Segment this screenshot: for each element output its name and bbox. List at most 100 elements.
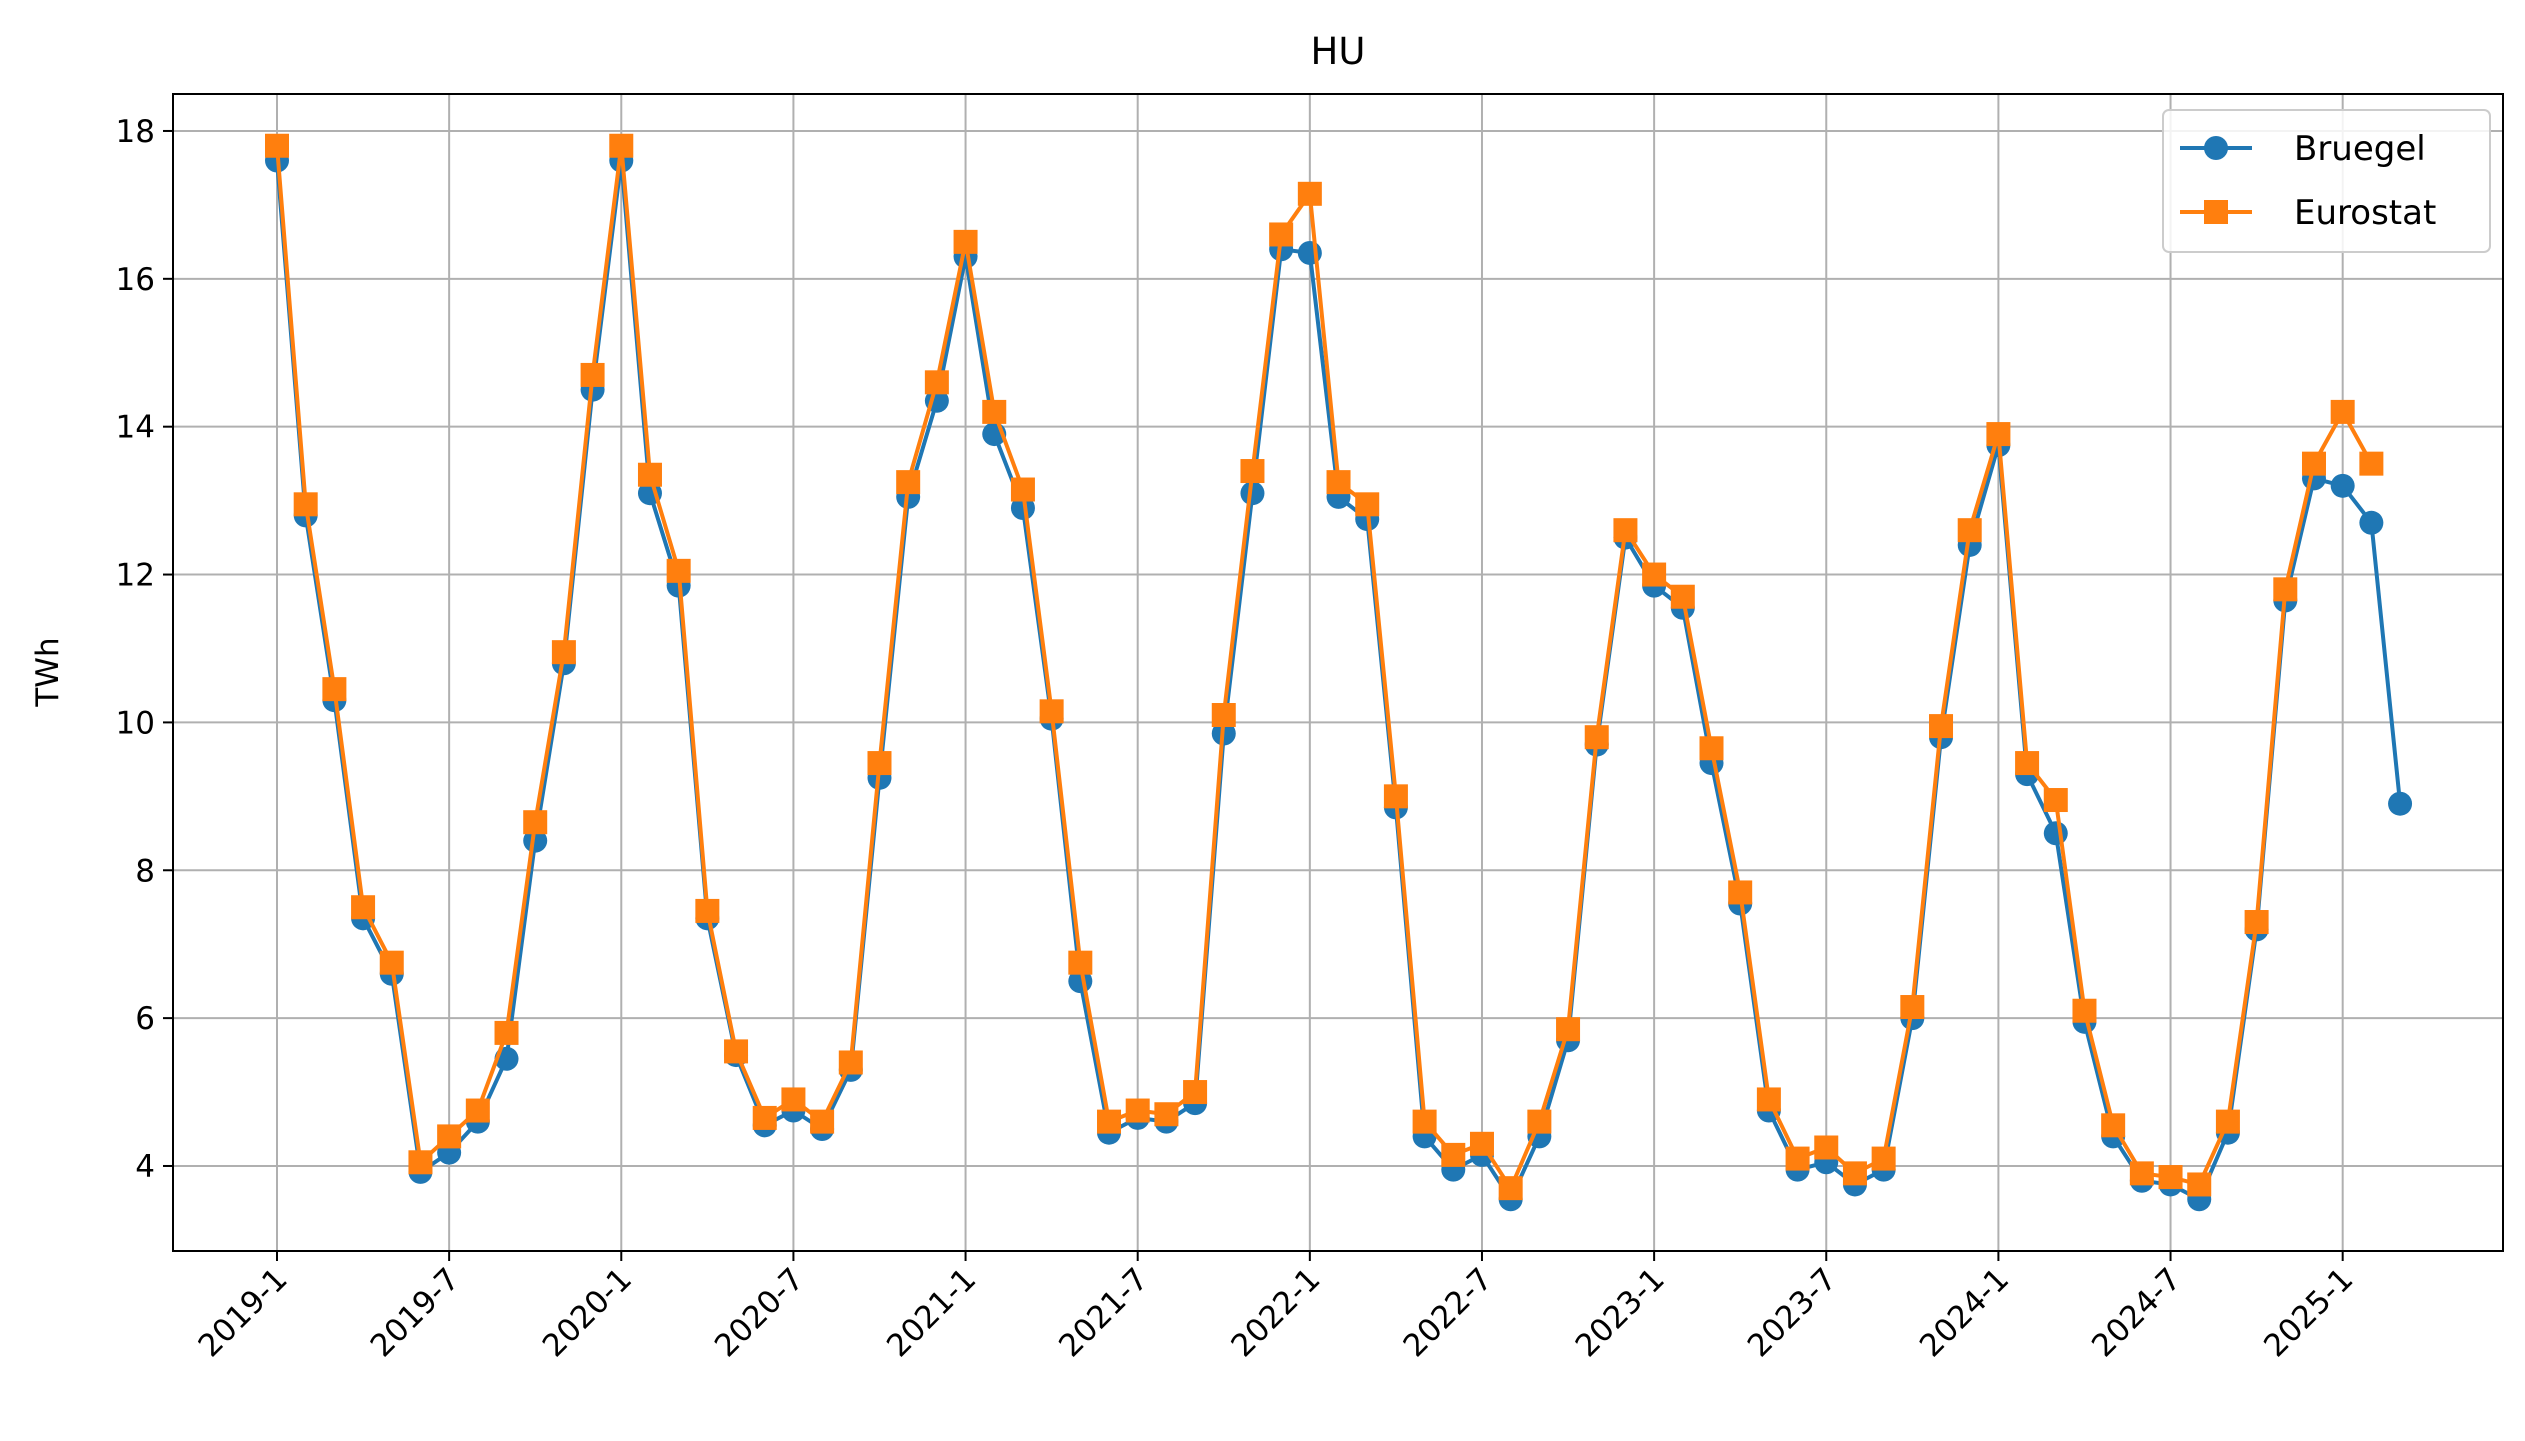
- y-tick-label: 8: [135, 853, 155, 889]
- data-point: [351, 895, 376, 920]
- series-line-eurostat: [275, 143, 2374, 1191]
- data-point: [1183, 1080, 1208, 1105]
- data-point: [1441, 1142, 1466, 1167]
- series-eurostat: [265, 133, 2384, 1201]
- data-point: [637, 462, 662, 487]
- data-point: [924, 370, 949, 395]
- data-point: [838, 1050, 863, 1075]
- data-point: [1957, 518, 1982, 543]
- legend: Bruegel Eurostat: [2162, 109, 2491, 253]
- data-point: [1010, 496, 1035, 521]
- data-point: [523, 828, 548, 853]
- data-point: [666, 558, 691, 583]
- data-point: [2129, 1161, 2154, 1186]
- y-tick-label: 4: [135, 1149, 155, 1185]
- y-tick-label: 6: [135, 1001, 155, 1037]
- data-point: [1986, 422, 2011, 447]
- data-point: [1900, 995, 1925, 1020]
- data-point: [867, 751, 892, 776]
- data-point: [724, 1039, 749, 1064]
- data-point: [379, 950, 404, 975]
- data-point: [408, 1150, 433, 1175]
- data-point: [1756, 1087, 1781, 1112]
- legend-marker: [2204, 200, 2228, 224]
- data-point: [2273, 577, 2298, 602]
- y-tick-label: 16: [116, 262, 155, 298]
- data-point: [1871, 1146, 1896, 1171]
- data-point: [1211, 703, 1236, 728]
- data-point: [2359, 510, 2384, 535]
- data-point: [896, 470, 921, 495]
- data-point: [2072, 998, 2097, 1023]
- legend-label: Eurostat: [2294, 193, 2436, 233]
- data-point: [551, 640, 576, 665]
- data-point: [810, 1109, 835, 1134]
- data-point: [580, 362, 605, 387]
- data-point: [1498, 1176, 1523, 1201]
- data-point: [2101, 1113, 2126, 1138]
- data-point: [1010, 477, 1035, 502]
- data-point: [2015, 751, 2040, 776]
- data-point: [293, 492, 318, 517]
- data-point: [2158, 1165, 2183, 1190]
- data-point: [1240, 481, 1265, 506]
- data-point: [2330, 473, 2355, 498]
- legend-box: [2162, 109, 2491, 253]
- y-tick-label: 10: [116, 705, 155, 741]
- data-point: [322, 677, 347, 702]
- data-point: [2187, 1172, 2212, 1197]
- data-point: [752, 1105, 777, 1130]
- data-point: [1584, 725, 1609, 750]
- data-point: [2043, 788, 2068, 813]
- data-point: [1383, 784, 1408, 809]
- data-point: [953, 229, 978, 254]
- data-point: [1842, 1161, 1867, 1186]
- legend-marker: [2204, 136, 2228, 160]
- y-tick-label: 18: [116, 114, 155, 150]
- data-point: [982, 399, 1007, 424]
- series: [265, 133, 2413, 1212]
- data-point: [1785, 1146, 1810, 1171]
- data-point: [2330, 399, 2355, 424]
- data-point: [265, 133, 289, 158]
- plot-frame: [172, 93, 2504, 1252]
- data-point: [2301, 451, 2326, 476]
- data-point: [695, 898, 720, 923]
- data-point: [1355, 492, 1380, 517]
- data-point: [609, 133, 634, 158]
- data-point: [1469, 1131, 1494, 1156]
- data-point: [1326, 470, 1351, 495]
- data-point: [1097, 1109, 1122, 1134]
- data-point: [781, 1087, 806, 1112]
- data-point: [2043, 821, 2068, 846]
- data-point: [1527, 1109, 1552, 1134]
- legend-label: Bruegel: [2294, 129, 2426, 169]
- data-point: [1154, 1102, 1179, 1127]
- data-point: [1929, 714, 1954, 739]
- data-point: [2244, 910, 2269, 935]
- data-point: [1412, 1109, 1437, 1134]
- y-tick-label: 14: [116, 410, 155, 446]
- y-tick-label: 12: [116, 558, 155, 594]
- data-point: [1556, 1017, 1581, 1042]
- data-point: [437, 1124, 462, 1149]
- data-point: [1699, 736, 1724, 761]
- data-point: [523, 810, 548, 835]
- data-point: [1613, 518, 1638, 543]
- data-point: [1297, 181, 1322, 206]
- data-point: [1269, 222, 1294, 247]
- data-point: [2215, 1109, 2240, 1134]
- data-point: [1642, 562, 1667, 587]
- data-point: [1068, 950, 1093, 975]
- y-axis-label: TWh: [30, 637, 66, 707]
- data-point: [465, 1098, 490, 1123]
- data-point: [1728, 880, 1753, 905]
- data-point: [1814, 1135, 1839, 1160]
- chart-title: HU: [1311, 30, 1366, 73]
- data-point: [1125, 1098, 1150, 1123]
- data-point: [1039, 699, 1064, 724]
- data-point: [1670, 584, 1695, 609]
- data-point: [2388, 791, 2413, 816]
